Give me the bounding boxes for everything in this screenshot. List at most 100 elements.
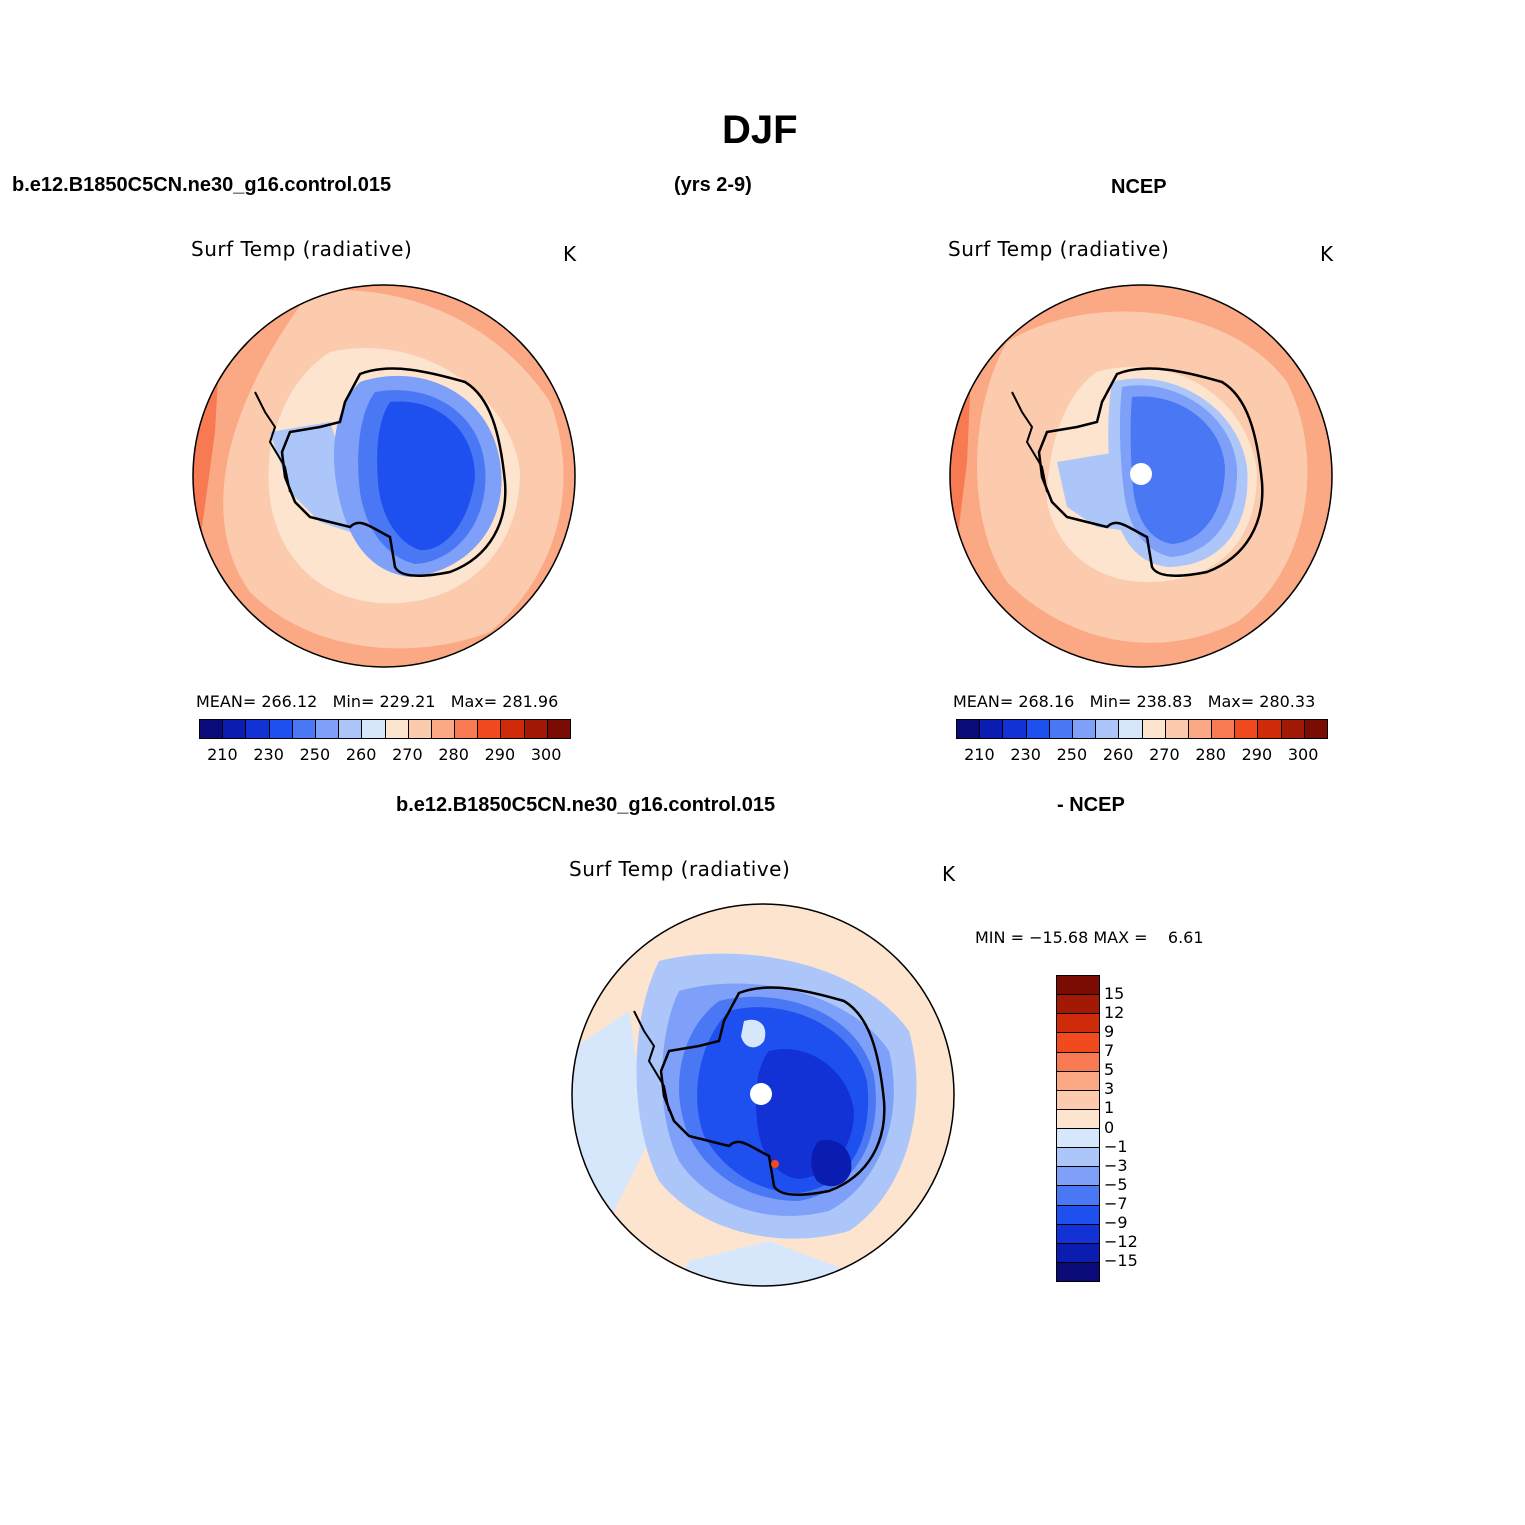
diff-polar-map [571,903,955,1287]
colorbar-segment [1096,720,1120,738]
colorbar-tick-label: −1 [1104,1136,1128,1156]
model-panel-units: K [563,242,577,266]
colorbar-segment [1142,720,1166,738]
colorbar-segment [1057,1224,1099,1244]
model-panel-title: Surf Temp (radiative) [191,237,413,261]
colorbar-tick-label: 280 [1195,745,1226,764]
colorbar-segment [957,720,981,738]
colorbar-tick-label: 250 [299,745,331,764]
obs-polar-map [949,284,1333,668]
colorbar-tick-label: 12 [1104,1003,1125,1023]
colorbar-tick-label: 260 [1102,745,1134,764]
colorbar-tick-label: 260 [345,745,377,764]
colorbar-segment [1057,1129,1099,1149]
colorbar-segment [1119,720,1143,738]
colorbar-tick-label: 300 [1287,745,1319,764]
colorbar-tick-label: 9 [1104,1022,1115,1042]
colorbar-segment [408,720,432,738]
colorbar-tick-label: 300 [530,745,562,764]
colorbar-tick-label: 0 [1104,1117,1115,1137]
colorbar-tick-label: −12 [1104,1231,1138,1251]
colorbar-tick-label: −7 [1104,1193,1128,1213]
colorbar-tick-label: 280 [438,745,469,764]
obs-stats: MEAN= 268.16 Min= 238.83 Max= 280.33 [953,692,1316,711]
colorbar-segment [1003,720,1027,738]
diff-colorbar [1056,975,1100,1282]
colorbar-segment [1057,1071,1099,1091]
model-colorbar [199,719,571,739]
colorbar-segment [1057,1167,1099,1187]
colorbar-tick-label: 230 [1010,745,1041,764]
colorbar-segment [1212,720,1236,738]
colorbar-tick-label: 270 [1149,745,1180,764]
colorbar-segment [1188,720,1213,738]
colorbar-segment [547,720,570,738]
model-polar-map [192,284,576,668]
colorbar-tick-label: 15 [1104,984,1125,1004]
colorbar-tick-label: 1 [1104,1098,1115,1118]
colorbar-segment [501,720,525,738]
colorbar-tick-label: −3 [1104,1155,1128,1175]
colorbar-segment [431,720,456,738]
diff-stats: MIN = −15.68 MAX = 6.61 [975,928,1204,947]
colorbar-tick-label: −15 [1104,1250,1138,1270]
obs-colorbar [956,719,1328,739]
colorbar-segment [315,720,340,738]
colorbar-segment [524,720,548,738]
colorbar-segment [1057,1090,1099,1110]
colorbar-tick-label: 290 [1241,745,1273,764]
colorbar-segment [362,720,386,738]
diff-obs-label: - NCEP [1057,794,1125,816]
obs-label: NCEP [1111,176,1167,198]
colorbar-segment [1057,1052,1099,1072]
colorbar-segment [1057,1109,1099,1129]
colorbar-segment [980,720,1004,738]
diff-panel-title: Surf Temp (radiative) [569,857,791,881]
obs-colorbar-ticks: 210 230 250 260 270 280 290 300 [956,745,1326,765]
colorbar-segment [1057,976,1099,996]
diff-colorbar-ticks: 15 12 9 7 5 3 1 0 −1 −3 −5 −7 −9 −12 −15 [1104,975,1164,1280]
colorbar-tick-label: 7 [1104,1041,1115,1061]
model-stats: MEAN= 266.12 Min= 229.21 Max= 281.96 [196,692,559,711]
colorbar-segment [1026,720,1050,738]
colorbar-segment [292,720,316,738]
colorbar-tick-label: 270 [392,745,423,764]
colorbar-tick-label: 3 [1104,1079,1115,1099]
colorbar-segment [1057,1186,1099,1206]
diff-case-label: b.e12.B1850C5CN.ne30_g16.control.015 [396,794,776,816]
colorbar-tick-label: 290 [484,745,516,764]
colorbar-segment [1057,1148,1099,1168]
colorbar-segment [1072,720,1097,738]
colorbar-tick-label: 250 [1056,745,1088,764]
colorbar-tick-label: −9 [1104,1212,1128,1232]
obs-panel-title: Surf Temp (radiative) [948,237,1170,261]
colorbar-segment [269,720,293,738]
colorbar-segment [1057,1205,1099,1225]
figure-title: DJF [722,108,798,152]
colorbar-tick-label: 230 [253,745,284,764]
colorbar-tick-label: 210 [207,745,238,764]
case-label: b.e12.B1850C5CN.ne30_g16.control.015 [12,174,392,196]
colorbar-segment [223,720,247,738]
colorbar-segment [1057,1033,1099,1053]
years-label: (yrs 2-9) [674,174,752,196]
colorbar-segment [246,720,270,738]
colorbar-tick-label: −5 [1104,1174,1128,1194]
obs-panel-units: K [1320,242,1334,266]
colorbar-segment [200,720,224,738]
colorbar-segment [1057,1262,1099,1281]
colorbar-segment [1057,995,1099,1015]
colorbar-segment [1235,720,1259,738]
colorbar-segment [1057,1014,1099,1034]
colorbar-segment [1165,720,1189,738]
colorbar-segment [455,720,479,738]
colorbar-segment [1049,720,1073,738]
colorbar-segment [1258,720,1282,738]
colorbar-segment [1281,720,1305,738]
colorbar-segment [1057,1243,1099,1263]
colorbar-segment [1304,720,1327,738]
colorbar-tick-label: 5 [1104,1060,1115,1080]
colorbar-segment [385,720,409,738]
diff-panel-units: K [942,862,956,886]
colorbar-tick-label: 210 [964,745,995,764]
